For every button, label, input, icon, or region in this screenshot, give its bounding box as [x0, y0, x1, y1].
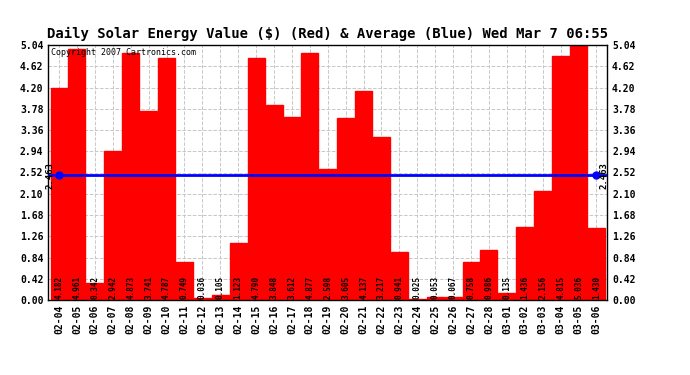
Bar	[86, 283, 104, 300]
Bar	[230, 243, 247, 300]
Bar	[68, 49, 86, 300]
Bar	[176, 262, 193, 300]
Bar	[140, 111, 157, 300]
Bar	[391, 252, 408, 300]
Text: 2.463: 2.463	[599, 162, 608, 189]
Text: 2.598: 2.598	[323, 276, 333, 300]
Bar	[319, 168, 336, 300]
Text: 4.815: 4.815	[556, 276, 565, 300]
Bar	[50, 88, 68, 300]
Bar	[373, 137, 390, 300]
Bar	[426, 297, 444, 300]
Text: 4.961: 4.961	[72, 276, 81, 300]
Bar	[462, 262, 480, 300]
Text: 4.182: 4.182	[55, 276, 63, 300]
Bar	[534, 191, 551, 300]
Text: 2.463: 2.463	[46, 162, 55, 189]
Bar	[570, 45, 587, 300]
Text: 0.025: 0.025	[413, 276, 422, 300]
Text: Copyright 2007 Cartronics.com: Copyright 2007 Cartronics.com	[51, 48, 196, 57]
Bar	[248, 58, 264, 300]
Text: 4.790: 4.790	[252, 276, 261, 300]
Bar	[337, 118, 354, 300]
Bar	[516, 227, 533, 300]
Text: 0.135: 0.135	[502, 276, 511, 300]
Bar	[498, 293, 515, 300]
Bar	[122, 54, 139, 300]
Text: 0.941: 0.941	[395, 276, 404, 300]
Text: 0.758: 0.758	[466, 276, 475, 300]
Text: 4.873: 4.873	[126, 276, 135, 300]
Text: 4.787: 4.787	[162, 276, 171, 300]
Text: 5.036: 5.036	[574, 276, 583, 300]
Bar	[588, 228, 605, 300]
Bar	[284, 117, 300, 300]
Text: 4.137: 4.137	[359, 276, 368, 300]
Text: 3.741: 3.741	[144, 276, 153, 300]
Bar	[212, 295, 229, 300]
Bar	[444, 297, 462, 300]
Text: 3.612: 3.612	[288, 276, 297, 300]
Text: 0.342: 0.342	[90, 276, 99, 300]
Text: 0.749: 0.749	[180, 276, 189, 300]
Bar	[104, 151, 121, 300]
Text: 1.436: 1.436	[520, 276, 529, 300]
Text: 3.848: 3.848	[270, 276, 279, 300]
Bar	[480, 250, 497, 300]
Text: 1.123: 1.123	[234, 276, 243, 300]
Text: 3.605: 3.605	[341, 276, 350, 300]
Bar	[194, 298, 211, 300]
Bar	[266, 105, 282, 300]
Bar	[158, 58, 175, 300]
Text: 4.877: 4.877	[306, 276, 315, 300]
Text: 0.105: 0.105	[216, 276, 225, 300]
Text: 3.217: 3.217	[377, 276, 386, 300]
Bar	[552, 56, 569, 300]
Title: Daily Solar Energy Value ($) (Red) & Average (Blue) Wed Mar 7 06:55: Daily Solar Energy Value ($) (Red) & Ave…	[47, 27, 609, 41]
Text: 0.067: 0.067	[448, 276, 457, 300]
Text: 2.156: 2.156	[538, 276, 547, 300]
Text: 0.053: 0.053	[431, 276, 440, 300]
Text: 2.942: 2.942	[108, 276, 117, 300]
Bar	[302, 53, 318, 300]
Text: 0.036: 0.036	[198, 276, 207, 300]
Text: 0.986: 0.986	[484, 276, 493, 300]
Text: 1.430: 1.430	[592, 276, 601, 300]
Bar	[408, 299, 426, 300]
Bar	[355, 91, 372, 300]
